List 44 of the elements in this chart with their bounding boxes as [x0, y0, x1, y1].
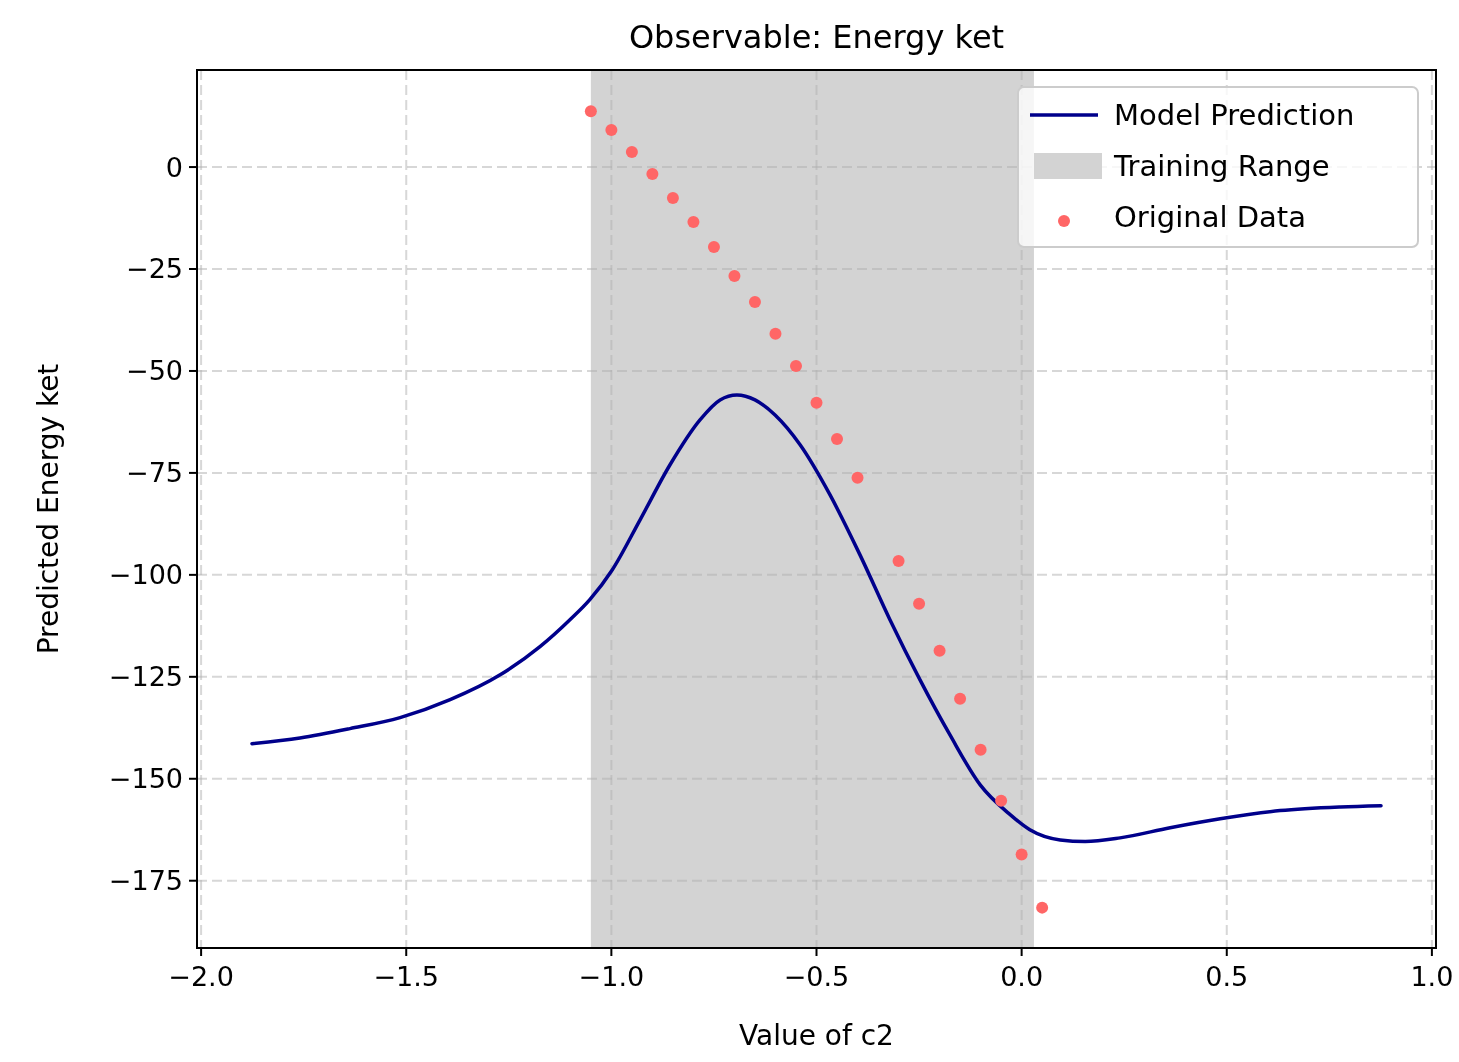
point [831, 433, 844, 446]
x-tick-label: −2.0 [168, 961, 234, 992]
point [933, 644, 946, 657]
x-tick-label: −1.5 [373, 961, 440, 992]
y-tick-label: −75 [126, 457, 183, 489]
point [851, 471, 864, 484]
point [892, 555, 905, 567]
y-tick-label: −125 [108, 661, 183, 693]
y-axis-title: Predicted Energy ket [32, 363, 65, 655]
point [625, 145, 638, 158]
point [687, 216, 700, 229]
legend-label: Model Prediction [1114, 98, 1355, 133]
point [995, 794, 1008, 807]
point [605, 123, 618, 136]
point [1015, 848, 1028, 861]
point [666, 192, 679, 205]
y-tick-label: −100 [108, 559, 183, 591]
point [584, 105, 597, 118]
point [728, 269, 741, 282]
line-series [250, 393, 1383, 844]
legend-label: Original Data [1114, 200, 1306, 235]
point [769, 327, 782, 340]
point [1036, 901, 1049, 914]
point [748, 296, 761, 309]
x-tick-label: −1.0 [578, 961, 645, 992]
x-tick-label: 0.0 [1000, 961, 1044, 992]
y-tick-label: −175 [108, 865, 183, 897]
y-tick-label: 0 [165, 151, 183, 183]
y-tick-label: −50 [126, 355, 183, 387]
x-axis-title: Value of c2 [739, 1019, 894, 1052]
point [646, 167, 659, 180]
x-tick-label: −0.5 [783, 961, 850, 992]
y-tick-label: −25 [126, 253, 183, 285]
point [913, 597, 926, 610]
point [810, 396, 823, 409]
band-label: Training Range [1113, 149, 1330, 184]
point [974, 743, 987, 756]
point [954, 692, 967, 705]
chart-title: Observable: Energy ket [628, 18, 1005, 56]
point [707, 240, 720, 253]
x-tick-label: 0.5 [1205, 961, 1249, 992]
point [789, 360, 802, 373]
x-tick-label: 1.0 [1410, 961, 1454, 992]
y-tick-label: −150 [108, 763, 183, 795]
